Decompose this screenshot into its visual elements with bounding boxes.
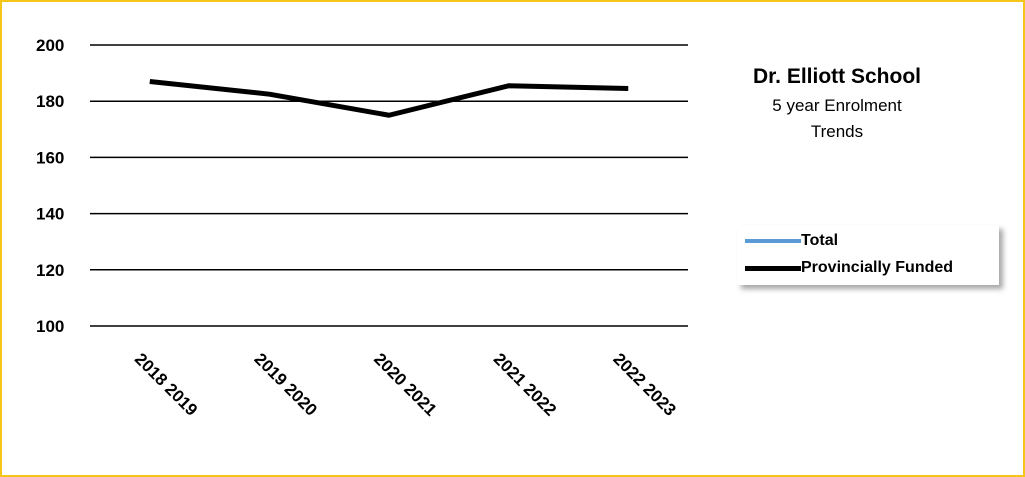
x-tick-label: 2020 2021 <box>370 349 440 419</box>
gridlines <box>90 44 688 327</box>
y-tick-label: 120 <box>36 261 64 280</box>
y-tick-label: 140 <box>36 205 64 224</box>
x-tick-label: 2018 2019 <box>131 349 201 419</box>
legend-label-provincially-funded: Provincially Funded <box>801 259 954 276</box>
series-line-provincially-funded <box>149 79 629 118</box>
y-tick-label: 200 <box>36 36 64 55</box>
title-block: Dr. Elliott School 5 year Enrolment Tren… <box>712 65 962 145</box>
chart-title: Dr. Elliott School <box>752 65 921 88</box>
legend: Total Provincially Funded <box>737 225 999 285</box>
chart-subtitle: 5 year Enrolment Trends <box>772 96 902 141</box>
y-tick-label: 180 <box>36 92 64 111</box>
x-tick-label: 2021 2022 <box>490 349 560 419</box>
x-axis-ticks: 2018 2019 2019 2020 2020 2021 2021 2022 2022… <box>131 349 680 419</box>
y-axis-ticks: 100 120 140 160 180 200 <box>36 36 64 336</box>
legend-item-provincially-funded: Provincially Funded <box>745 255 953 281</box>
legend-item-total: Total <box>745 228 838 254</box>
y-tick-label: 100 <box>36 317 64 336</box>
legend-swatch-provincially-funded <box>745 265 801 271</box>
x-tick-label: 2019 2020 <box>251 349 321 419</box>
series-lines <box>149 79 629 118</box>
x-tick-label: 2022 2023 <box>609 349 679 419</box>
legend-label-total: Total <box>801 232 839 249</box>
legend-swatch-total <box>745 239 801 243</box>
y-tick-label: 160 <box>36 148 64 167</box>
